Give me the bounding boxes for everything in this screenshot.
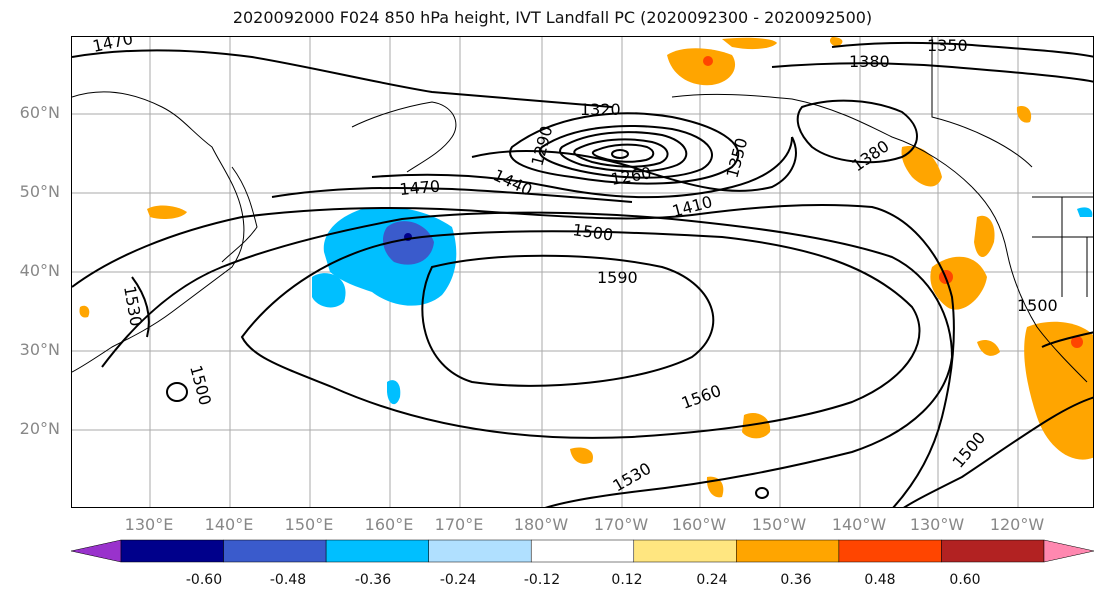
contour-1440 — [371, 136, 793, 199]
north-america-coast — [971, 186, 1088, 383]
lon-label: 130°W — [909, 515, 965, 534]
contour-1410 — [471, 136, 797, 192]
colorbar-cell — [428, 539, 532, 563]
contour-label: 1350 — [927, 37, 968, 55]
canada-border — [931, 37, 1033, 168]
lon-label: 150°W — [751, 515, 807, 534]
height-contours — [72, 41, 1093, 507]
contour-1380 — [509, 112, 740, 185]
lat-label: 30°N — [19, 340, 60, 359]
contour-1290 — [573, 138, 669, 168]
lat-label: 20°N — [19, 419, 60, 438]
colorbar-tick-label: 0.36 — [780, 572, 812, 588]
map-canvas: 1470 1350 1380 1320 1290 1260 1380 1350 … — [72, 37, 1093, 507]
contour-1380-east — [796, 99, 918, 164]
contour-1530 — [101, 211, 954, 507]
colorbar-cell — [633, 539, 737, 563]
contour-1500 — [72, 204, 955, 507]
lon-label: 160°E — [364, 515, 414, 534]
contour-1470 — [72, 49, 633, 203]
alaska-coast — [671, 93, 973, 188]
colorbar-cell — [120, 539, 224, 563]
contour-1560 — [240, 230, 921, 439]
us-states — [1032, 196, 1093, 297]
lat-label: 50°N — [19, 182, 60, 201]
contour-label: 1380 — [849, 52, 890, 71]
colorbar-tick-label: -0.12 — [523, 572, 561, 588]
colorbar-extend-min — [70, 539, 122, 563]
map-title: 2020092000 F024 850 hPa height, IVT Land… — [232, 8, 873, 27]
contour-1590 — [421, 254, 715, 387]
lon-label: 170°W — [593, 515, 649, 534]
colorbar-tick-label: -0.24 — [439, 572, 477, 588]
contour-1380-north — [771, 62, 1093, 83]
contour-small-high-2 — [755, 487, 769, 499]
contour-1260 — [591, 143, 655, 163]
colorbar-tick-label: 0.24 — [696, 572, 728, 588]
lon-label: 180°W — [513, 515, 569, 534]
contour-asia-1530 — [131, 276, 150, 338]
colorbar-tick-label: -0.36 — [354, 572, 392, 588]
colorbar-tick-label: 0.60 — [949, 572, 981, 588]
lon-label: 150°E — [284, 515, 334, 534]
colorbar-cell — [736, 539, 840, 563]
contour-small-high — [166, 382, 188, 402]
ivt-positive-region — [667, 48, 736, 86]
lon-label: 120°W — [989, 515, 1045, 534]
colorbar-tick-label: 0.48 — [864, 572, 896, 588]
colorbar-cell — [530, 539, 635, 563]
contour-label: 1320 — [580, 100, 621, 119]
contour-1350 — [538, 125, 713, 179]
contour-1500-east — [903, 331, 1093, 507]
low-center — [611, 149, 629, 159]
colorbar-extend-max — [1043, 539, 1095, 563]
colorbar-tick-label: -0.60 — [185, 572, 223, 588]
lat-label: 60°N — [19, 103, 60, 122]
lon-label: 140°W — [831, 515, 887, 534]
lon-label: 160°W — [671, 515, 727, 534]
lat-label: 40°N — [19, 261, 60, 280]
contour-label: 1470 — [399, 177, 441, 199]
colorbar-cell — [223, 539, 327, 563]
map-panel: 1470 1350 1380 1320 1290 1260 1380 1350 … — [71, 36, 1094, 508]
lon-label: 130°E — [124, 515, 174, 534]
contour-1350-north — [831, 41, 1093, 58]
ivt-strong-negative-region — [382, 221, 434, 265]
colorbar-cell — [941, 539, 1045, 563]
lon-label: 170°E — [434, 515, 484, 534]
lon-label: 140°E — [204, 515, 254, 534]
contour-label: 1590 — [597, 268, 638, 287]
colorbar-cell — [838, 539, 942, 563]
colorbar-tick-label: -0.48 — [269, 572, 307, 588]
colorbar-cell — [325, 539, 429, 563]
ivt-light-negative-region — [312, 273, 346, 308]
colorbar-tick-label: 0.12 — [611, 572, 643, 588]
contour-1320 — [559, 131, 688, 173]
kamchatka-coast — [351, 101, 457, 173]
contour-label: 1500 — [1017, 296, 1058, 315]
japan-coast — [221, 166, 258, 263]
